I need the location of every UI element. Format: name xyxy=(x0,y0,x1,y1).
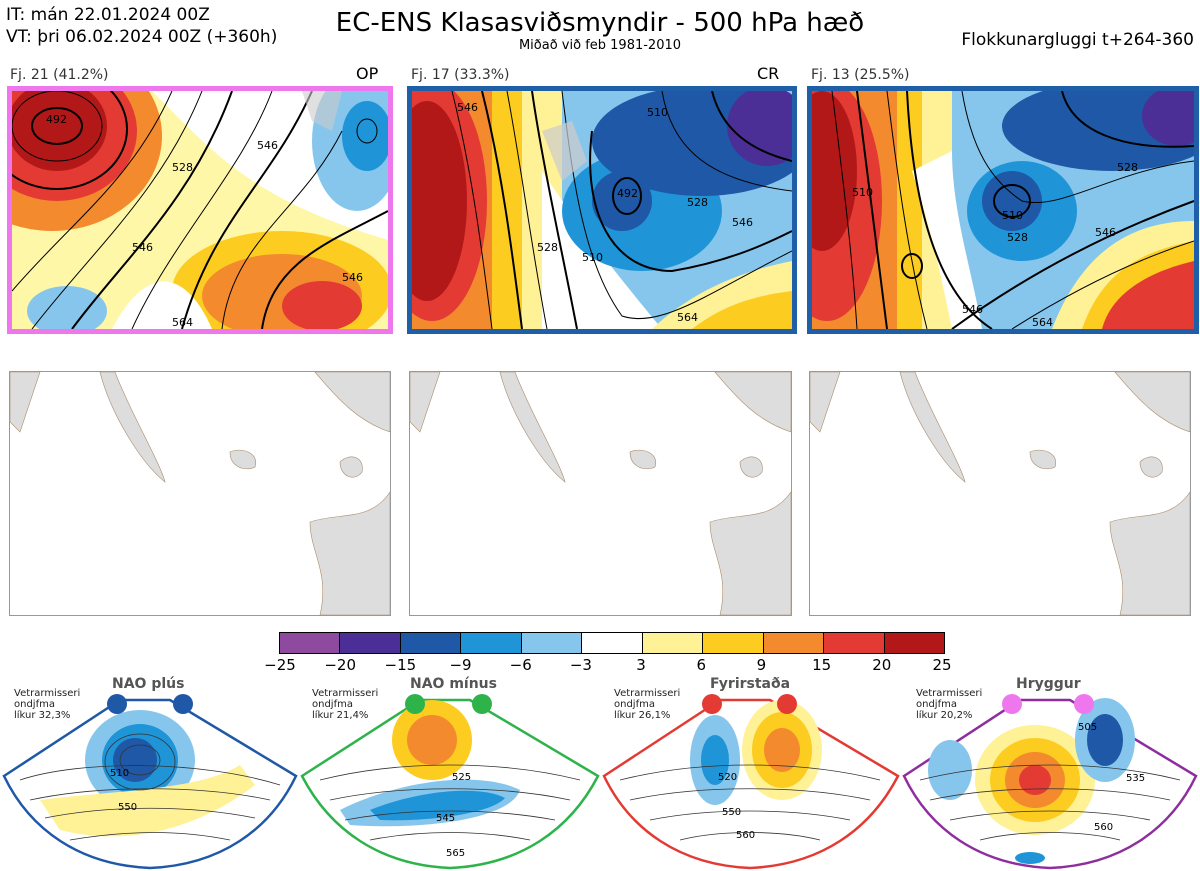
contour-label: 510 xyxy=(582,251,603,264)
colorbar-tick-label: −3 xyxy=(569,656,592,674)
contour-label: 520 xyxy=(718,772,738,783)
colorbar-tick-label: −25 xyxy=(264,656,296,674)
contour-label: 528 xyxy=(687,196,708,209)
classification-window: Flokkunargluggi t+264-360 xyxy=(961,30,1194,50)
contour-label: 505 xyxy=(1078,722,1098,733)
contour-label: 492 xyxy=(46,113,67,126)
contour-label: 560 xyxy=(736,830,756,841)
valid-time: VT: þri 06.02.2024 00Z (+360h) xyxy=(6,27,278,47)
colorbar-swatch xyxy=(824,633,885,653)
colorbar-swatch xyxy=(703,633,764,653)
contour-label: 546 xyxy=(257,139,278,152)
contour-label: 528 xyxy=(537,241,558,254)
regime-4-map xyxy=(902,694,1198,870)
contour-label: 546 xyxy=(962,303,983,316)
regime-1-title: NAO plús xyxy=(112,676,185,692)
contour-label: 564 xyxy=(1032,316,1053,329)
colorbar-swatch xyxy=(280,633,341,653)
cluster-1-tag: OP xyxy=(356,64,379,83)
contour-label: 546 xyxy=(132,241,153,254)
cluster-3-map[interactable]: 510 528 546 564 546 528 510 xyxy=(807,86,1199,334)
colorbar-swatch xyxy=(521,633,583,653)
contour-label: 546 xyxy=(732,216,753,229)
cluster-2-tag: CR xyxy=(757,64,780,83)
contour-label: 546 xyxy=(342,271,363,284)
cluster-2-label: Fj. 17 (33.3%) xyxy=(411,67,510,83)
contour-label: 560 xyxy=(1094,822,1114,833)
anomaly-map-1[interactable] xyxy=(9,371,391,616)
cluster-1-label: Fj. 21 (41.2%) xyxy=(10,67,109,83)
colorbar-tick-label: 3 xyxy=(636,656,646,674)
contour-label: 528 xyxy=(1117,161,1138,174)
contour-label: 528 xyxy=(172,161,193,174)
cluster-2-map[interactable]: 546 528 510 492 510 528 546 564 xyxy=(407,86,797,334)
colorbar-swatch xyxy=(763,633,825,653)
colorbar-tick-label: 9 xyxy=(756,656,767,674)
colorbar-tick-label: −15 xyxy=(384,656,417,674)
contour-label: 525 xyxy=(452,772,472,783)
regime-4-title: Hryggur xyxy=(1016,676,1081,692)
regime-2-title: NAO mínus xyxy=(410,676,497,692)
cluster-3-label: Fj. 13 (25.5%) xyxy=(811,67,910,83)
colorbar-tick-label: 6 xyxy=(696,656,707,674)
regime-1-probability: Vetrarmisseri ondjfma líkur 32,3% xyxy=(14,688,81,721)
run-info: IT: mán 22.01.2024 00Z VT: þri 06.02.202… xyxy=(6,4,277,48)
regime-3-probability: Vetrarmisseri ondjfma líkur 26,1% xyxy=(614,688,681,721)
contour-label: 510 xyxy=(647,106,668,119)
colorbar-swatch xyxy=(400,633,462,653)
initial-time: IT: mán 22.01.2024 00Z xyxy=(6,5,210,25)
contour-label: 535 xyxy=(1126,773,1146,784)
colorbar-swatch xyxy=(340,633,401,653)
colorbar-tick-label: −20 xyxy=(324,656,356,674)
colorbar-swatch xyxy=(582,633,643,653)
contour-label: 564 xyxy=(677,311,698,324)
contour-label: 510 xyxy=(1002,209,1023,222)
page-title: EC-ENS Klasasviðsmyndir - 500 hPa hæð xyxy=(335,8,865,38)
contour-label: 565 xyxy=(446,848,466,859)
page-subtitle: Miðað við feb 1981-2010 xyxy=(518,38,682,53)
colorbar-tick-label: −6 xyxy=(509,656,532,674)
contour-label: 510 xyxy=(110,768,130,779)
regime-1-map xyxy=(2,694,298,870)
anomaly-map-2[interactable] xyxy=(409,371,792,616)
contour-label: 550 xyxy=(118,802,138,813)
regime-4-probability: Vetrarmisseri ondjfma líkur 20,2% xyxy=(916,688,983,721)
regime-3-title: Fyrirstaða xyxy=(710,676,791,692)
colorbar-tick-label: 15 xyxy=(812,656,832,674)
regime-3-map xyxy=(602,694,900,870)
contour-label: 546 xyxy=(457,101,478,114)
contour-label: 545 xyxy=(436,813,456,824)
regime-2-probability: Vetrarmisseri ondjfma líkur 21,4% xyxy=(312,688,379,721)
colorbar-swatch xyxy=(884,633,944,653)
colorbar xyxy=(279,632,945,654)
contour-label: 550 xyxy=(722,807,742,818)
regime-maps xyxy=(2,694,1198,870)
colorbar-tick-label: 25 xyxy=(932,656,952,674)
contour-label: 546 xyxy=(1095,226,1116,239)
anomaly-map-3[interactable] xyxy=(809,371,1191,616)
colorbar-swatch xyxy=(642,633,704,653)
colorbar-tick-label: 20 xyxy=(872,656,892,674)
contour-label: 510 xyxy=(852,186,873,199)
cluster-1-map[interactable]: 492 528 546 546 564 546 xyxy=(7,86,393,334)
contour-label: 564 xyxy=(172,316,193,329)
colorbar-swatch xyxy=(461,633,522,653)
regime-2-map xyxy=(300,694,600,870)
contour-label: 492 xyxy=(617,187,638,200)
contour-label: 528 xyxy=(1007,231,1028,244)
colorbar-tick-label: −9 xyxy=(449,656,472,674)
